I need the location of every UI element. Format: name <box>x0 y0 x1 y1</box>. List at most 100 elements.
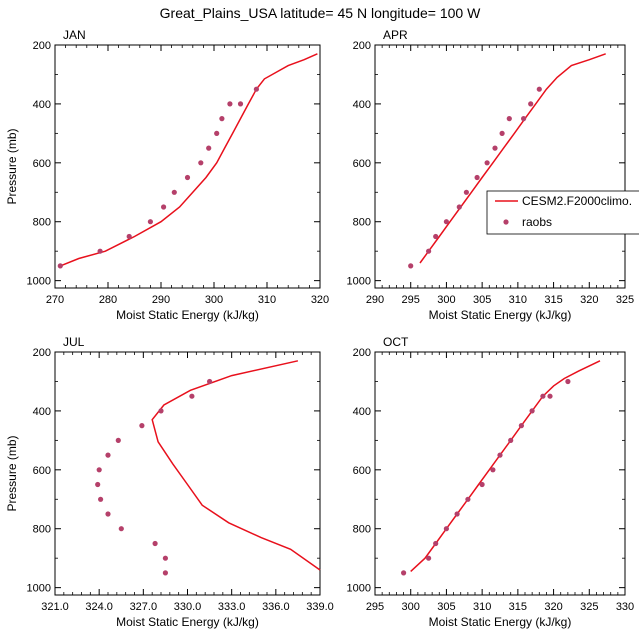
x-tick-label: 315 <box>509 601 527 613</box>
model-line-jul <box>151 360 321 571</box>
panel-label: JAN <box>63 28 86 42</box>
raobs-point <box>105 511 111 517</box>
y-tick-label: 400 <box>353 99 371 111</box>
x-tick-label: 300 <box>437 294 455 306</box>
x-tick-label: 300 <box>205 294 223 306</box>
raobs-point <box>147 219 153 225</box>
raobs-point <box>96 467 102 473</box>
x-tick-label: 339.0 <box>306 601 334 613</box>
y-axis-label: Pressure (mb) <box>5 435 19 511</box>
raobs-point <box>118 526 124 532</box>
x-tick-label: 295 <box>366 601 384 613</box>
raobs-point <box>214 130 220 136</box>
raobs-point <box>57 263 63 269</box>
panel-apr: APR 200 400 600 800 1000 290 295 300 305 310 315 320… <box>347 28 635 322</box>
raobs-point <box>237 101 244 107</box>
x-tick-label: 295 <box>402 294 420 306</box>
x-tick-label: 325 <box>580 601 598 613</box>
x-tick-label: 330 <box>616 601 634 613</box>
x-axis-label: Moist Static Energy (kJ/kg) <box>116 615 259 629</box>
raobs-point <box>189 393 195 399</box>
raobs-point <box>454 511 460 517</box>
raobs-point <box>479 481 485 488</box>
raobs-point <box>206 145 212 151</box>
y-tick-label: 200 <box>33 40 51 52</box>
x-tick-label: 305 <box>437 601 455 613</box>
x-axis-label: Moist Static Energy (kJ/kg) <box>116 308 259 322</box>
raobs-point <box>401 570 407 576</box>
y-tick-label: 600 <box>33 158 51 170</box>
panel-label: OCT <box>383 335 409 349</box>
panel-jul: JUL 200 400 600 800 1000 321.0 324.0 327.0 330.0 3… <box>5 335 334 629</box>
y-tick-label: 400 <box>33 406 51 418</box>
raobs-point <box>207 378 213 385</box>
raobs-point <box>139 423 145 429</box>
plot-frame <box>374 44 626 289</box>
x-tick-label: 305 <box>473 294 491 306</box>
legend-obs-marker-icon <box>503 219 509 225</box>
raobs-point <box>253 86 259 92</box>
raobs-point <box>105 452 111 458</box>
raobs-point <box>456 204 462 210</box>
y-tick-label: 800 <box>353 217 371 229</box>
x-tick-label: 280 <box>99 294 117 306</box>
x-tick-label: 310 <box>473 601 491 613</box>
raobs-point <box>98 496 104 502</box>
raobs-point <box>426 555 432 561</box>
raobs-point <box>536 86 542 92</box>
raobs-point <box>162 555 168 561</box>
x-tick-label: 327.0 <box>130 601 158 613</box>
raobs-point <box>490 467 496 473</box>
legend: CESM2.F2000climo. raobs <box>486 190 639 235</box>
x-tick-label: 321.0 <box>41 601 69 613</box>
raobs-point <box>95 481 101 488</box>
y-tick-label: 1000 <box>347 583 371 595</box>
raobs-point <box>465 496 471 502</box>
y-tick-label: 1000 <box>27 583 51 595</box>
raobs-point <box>152 540 158 547</box>
y-tick-label: 200 <box>353 347 371 359</box>
x-tick-label: 320 <box>580 294 598 306</box>
x-tick-label: 310 <box>258 294 276 306</box>
x-tick-label: 333.0 <box>218 601 246 613</box>
legend-box <box>486 190 639 235</box>
x-axis-label: Moist Static Energy (kJ/kg) <box>429 308 572 322</box>
raobs-point <box>499 130 505 136</box>
raobs-point <box>184 174 191 181</box>
raobs-point <box>426 248 432 254</box>
raobs-point <box>521 116 527 122</box>
raobs-point <box>433 540 439 547</box>
plot-frame <box>54 44 321 289</box>
raobs-point <box>433 233 439 240</box>
x-tick-label: 325 <box>616 294 634 306</box>
raobs-point <box>219 116 225 122</box>
x-axis-label: Moist Static Energy (kJ/kg) <box>429 615 572 629</box>
raobs-point <box>97 248 103 254</box>
x-tick-label: 310 <box>509 294 527 306</box>
x-tick-label: 290 <box>366 294 384 306</box>
raobs-point <box>565 378 571 385</box>
raobs-point <box>518 423 525 429</box>
plot-frame <box>374 351 626 596</box>
legend-model-label: CESM2.F2000climo. <box>522 194 632 208</box>
raobs-point <box>506 116 512 122</box>
raobs-point <box>126 233 132 240</box>
model-line-jan <box>60 53 318 267</box>
panel-jan: JAN 200 400 600 800 1000 270 280 290 300 310 320 Moi… <box>5 28 329 322</box>
y-axis-label: Pressure (mb) <box>5 128 19 204</box>
model-line-apr <box>419 53 606 264</box>
y-tick-label: 1000 <box>27 276 51 288</box>
x-tick-label: 330.0 <box>174 601 202 613</box>
plot-frame <box>54 351 321 596</box>
legend-obs-label: raobs <box>522 215 552 229</box>
raobs-point <box>497 452 503 458</box>
y-tick-label: 600 <box>353 158 371 170</box>
y-tick-label: 400 <box>33 99 51 111</box>
raobs-point <box>463 189 469 195</box>
raobs-point <box>508 437 514 443</box>
model-line-oct <box>410 360 601 572</box>
raobs-point <box>161 204 167 210</box>
raobs-point <box>528 101 534 107</box>
x-tick-label: 270 <box>46 294 64 306</box>
